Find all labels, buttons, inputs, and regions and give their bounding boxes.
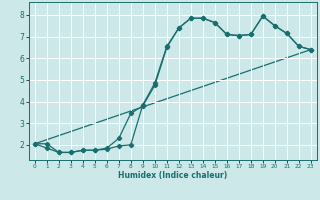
X-axis label: Humidex (Indice chaleur): Humidex (Indice chaleur) (118, 171, 228, 180)
